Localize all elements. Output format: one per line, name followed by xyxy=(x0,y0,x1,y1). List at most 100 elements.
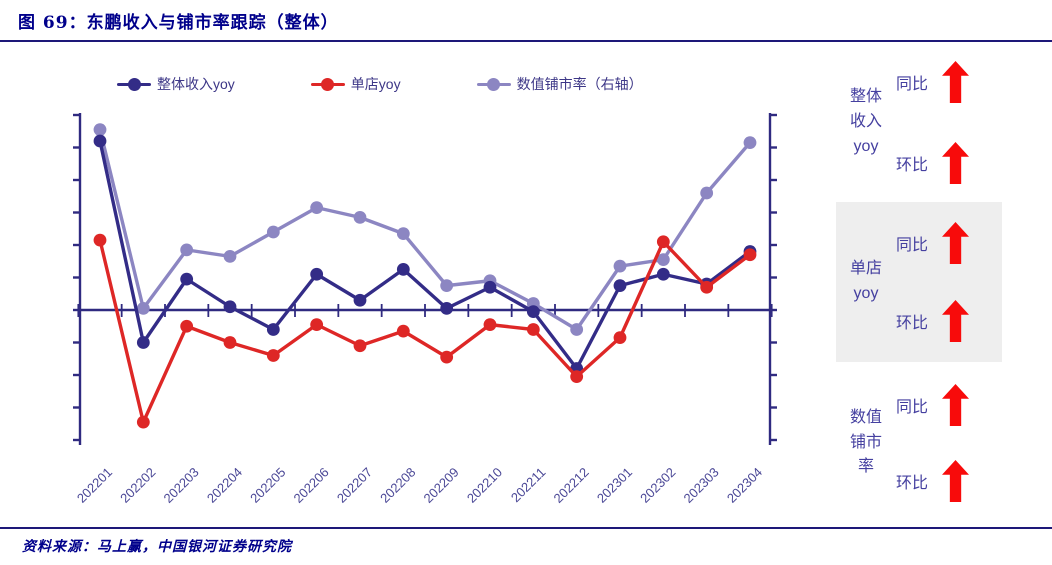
data-point xyxy=(223,336,237,349)
row-label: 同比 xyxy=(896,399,929,416)
data-point xyxy=(570,323,584,336)
data-point xyxy=(93,123,107,137)
x-tick-label: 202210 xyxy=(464,465,505,506)
legend-label: 整体收入yoy xyxy=(157,76,235,92)
data-point xyxy=(223,300,237,314)
data-point xyxy=(266,323,280,336)
data-point xyxy=(440,350,454,364)
x-tick-label: 202301 xyxy=(594,465,635,506)
x-tick-label: 202304 xyxy=(724,465,765,506)
legend-item-single-store: 单店yoy xyxy=(310,74,401,94)
data-point xyxy=(266,225,280,239)
legend-label: 数值铺市率（右轴） xyxy=(516,76,643,92)
title-divider xyxy=(0,40,1052,42)
line-chart: 202201 202202 202203 202204 202205 202206 2022… xyxy=(73,113,777,506)
data-point xyxy=(526,305,540,319)
data-point xyxy=(440,279,454,293)
x-tick-label: 202206 xyxy=(290,465,331,506)
panel-row: 环比 xyxy=(896,142,1002,184)
x-tick-label: 202201 xyxy=(74,465,115,506)
legend-label: 单店yoy xyxy=(350,76,401,92)
x-tick-label: 202202 xyxy=(117,465,158,506)
series-line xyxy=(98,140,752,371)
line-dot-marker-icon xyxy=(310,77,345,91)
data-point xyxy=(613,259,627,273)
data-point xyxy=(656,235,670,249)
row-label: 环比 xyxy=(896,475,929,492)
up-arrow-icon xyxy=(942,61,970,103)
up-arrow-icon xyxy=(942,460,970,502)
x-tick-label: 202208 xyxy=(377,465,418,506)
row-label: 环比 xyxy=(896,315,929,332)
data-point xyxy=(310,318,324,332)
panel-row: 同比 xyxy=(896,384,1002,426)
data-point xyxy=(396,227,410,241)
panel-row: 同比 xyxy=(896,61,1002,103)
x-tick-label: 202211 xyxy=(508,465,549,506)
series-single-store-yoy xyxy=(93,233,757,429)
data-point xyxy=(266,349,280,362)
up-arrow-icon xyxy=(942,300,970,342)
row-label: 同比 xyxy=(896,76,929,93)
panel-row: 环比 xyxy=(896,300,1002,342)
up-arrow-icon xyxy=(942,384,970,426)
x-tick-label: 202203 xyxy=(160,465,201,506)
x-tick-label: 202207 xyxy=(334,465,375,506)
data-point xyxy=(483,280,497,294)
data-point xyxy=(310,267,324,281)
data-point xyxy=(180,319,194,333)
data-point xyxy=(700,186,714,200)
row-label: 环比 xyxy=(896,157,929,174)
legend-item-shelf-rate: 数值铺市率（右轴） xyxy=(476,74,643,94)
panel-group-shelf-rate: 数值 铺市 率 同比 环比 xyxy=(836,378,1002,508)
chart-legend: 整体收入yoy 单店yoy 数值铺市率（右轴） xyxy=(117,74,643,94)
data-point xyxy=(613,279,627,293)
data-point xyxy=(656,253,670,267)
series-line xyxy=(98,239,752,424)
panel-group-title: 单店 yoy xyxy=(849,260,882,302)
x-tick-label: 202303 xyxy=(680,465,721,506)
data-point xyxy=(310,201,324,215)
data-point xyxy=(353,293,367,307)
row-label: 同比 xyxy=(896,237,929,254)
data-point xyxy=(223,249,237,263)
axes xyxy=(73,113,777,445)
data-point xyxy=(93,134,107,148)
data-point xyxy=(700,280,714,294)
data-point xyxy=(743,136,757,150)
footer-divider xyxy=(0,527,1052,529)
panel-row: 同比 xyxy=(896,222,1002,264)
x-tick-label: 202204 xyxy=(204,465,245,506)
data-point xyxy=(93,233,107,247)
data-point xyxy=(396,324,410,338)
line-dot-marker-icon xyxy=(476,77,511,91)
data-point xyxy=(136,415,150,429)
data-point xyxy=(396,262,410,276)
source-note: 资料来源：马上赢，中国银河证券研究院 xyxy=(22,539,292,555)
data-point xyxy=(743,248,757,262)
up-arrow-icon xyxy=(942,142,970,184)
panel-group-title: 数值 铺市 率 xyxy=(849,408,882,476)
data-point xyxy=(570,370,584,384)
data-point xyxy=(136,301,150,315)
figure-title: 图 69：东鹏收入与铺市率跟踪（整体） xyxy=(18,13,339,33)
data-point xyxy=(526,323,540,336)
data-point xyxy=(180,243,194,257)
panel-group-single-store: 单店 yoy 同比 环比 xyxy=(836,202,1002,362)
up-arrow-icon xyxy=(942,222,970,264)
series-line xyxy=(98,129,752,332)
data-point xyxy=(613,331,627,345)
x-tick-label: 202205 xyxy=(247,465,288,506)
x-tick-label: 202212 xyxy=(550,465,591,506)
panel-group-overall-revenue: 整体 收入 yoy 同比 环比 xyxy=(836,55,1002,190)
panel-group-title: 整体 收入 yoy xyxy=(849,88,882,155)
data-point xyxy=(656,267,670,281)
data-point xyxy=(136,336,150,349)
series-shelf-rate xyxy=(93,123,757,336)
x-tick-label: 202209 xyxy=(420,465,461,506)
panel-row: 环比 xyxy=(896,460,1002,502)
data-point xyxy=(353,210,367,224)
data-point xyxy=(440,301,454,315)
data-point xyxy=(353,339,367,353)
data-point xyxy=(483,318,497,332)
